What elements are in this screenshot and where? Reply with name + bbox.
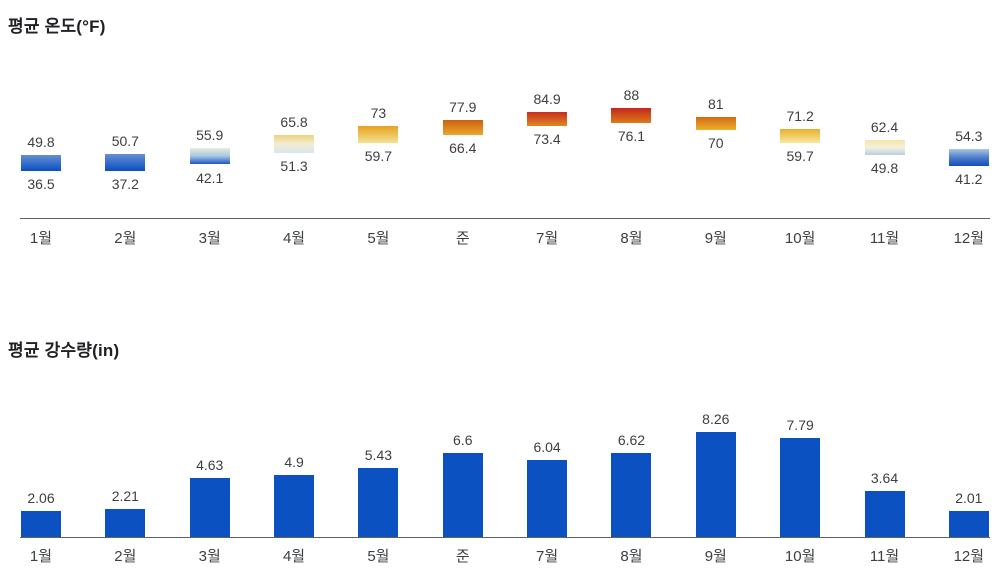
precip-bar — [611, 452, 652, 537]
precip-month-label: 10월 — [784, 548, 816, 565]
temp-low-value: 36.5 — [27, 176, 55, 193]
temp-range-bar — [358, 126, 399, 143]
temp-low-value: 37.2 — [111, 175, 139, 192]
temp-range-bar — [948, 149, 989, 166]
precip-value: 4.9 — [284, 453, 304, 470]
precip-month-label: 3월 — [198, 548, 221, 565]
temperature-chart-title: 평균 온도(°F) — [8, 17, 106, 36]
precip-month-label: 12월 — [953, 548, 985, 565]
precip-bar — [864, 490, 905, 537]
temp-low-value: 49.8 — [870, 160, 899, 177]
temp-low-value: 76.1 — [617, 127, 646, 144]
temp-low-value: 59.7 — [786, 147, 814, 164]
precip-month-label: 1월 — [29, 548, 53, 565]
precip-value: 7.79 — [786, 416, 814, 433]
temp-high-value: 84.9 — [533, 90, 561, 107]
precip-month-label: 11월 — [869, 548, 900, 565]
precip-value: 2.06 — [27, 489, 55, 506]
temp-low-value: 70 — [708, 135, 724, 152]
temp-month-label: 10월 — [784, 230, 816, 247]
temp-range-bar — [611, 108, 652, 123]
precip-month-label: 9월 — [704, 548, 727, 565]
temp-month-label: 1월 — [29, 230, 53, 247]
temp-month-label: 3월 — [198, 230, 221, 247]
precip-value: 8.26 — [702, 410, 730, 427]
temperature-axis-line — [20, 218, 990, 219]
temp-month-label: 12월 — [953, 230, 985, 247]
temp-month-label: 9월 — [704, 230, 727, 247]
precip-bar — [189, 478, 230, 537]
temp-month-label: 준 — [455, 230, 470, 247]
precip-value: 2.01 — [955, 490, 983, 507]
temp-month-label: 7월 — [536, 230, 559, 247]
precip-value: 4.63 — [196, 457, 224, 474]
temp-low-value: 41.2 — [955, 170, 983, 187]
temp-high-value: 77.9 — [449, 99, 477, 116]
temp-low-value: 66.4 — [449, 139, 477, 156]
precip-month-label: 7월 — [536, 548, 559, 565]
temp-high-value: 71.2 — [786, 107, 814, 124]
temp-low-value: 51.3 — [280, 158, 308, 175]
temp-high-value: 65.8 — [280, 114, 308, 131]
temp-high-value: 49.8 — [27, 134, 55, 151]
precip-value: 6.6 — [453, 432, 473, 449]
temp-low-value: 73.4 — [533, 130, 561, 147]
temp-range-bar — [189, 147, 230, 165]
precip-value: 5.43 — [364, 446, 393, 463]
temp-range-bar — [864, 139, 905, 156]
precip-month-label: 2월 — [114, 548, 137, 565]
temp-high-value: 54.3 — [955, 128, 983, 145]
temp-month-label: 11월 — [869, 230, 900, 247]
temp-range-bar — [442, 120, 483, 135]
precip-bar — [442, 453, 483, 537]
precip-bar — [948, 511, 989, 537]
temp-range-bar — [105, 153, 146, 171]
temp-high-value: 88 — [623, 87, 640, 104]
precip-bar — [358, 467, 399, 537]
precipitation-axis-line — [20, 537, 990, 538]
temp-high-value: 62.4 — [870, 118, 899, 135]
temp-range-bar — [527, 111, 568, 126]
precip-bar — [695, 431, 736, 537]
temp-month-label: 5월 — [367, 230, 390, 247]
temp-month-label: 4월 — [282, 230, 306, 247]
temp-range-bar — [780, 128, 821, 143]
precip-value: 3.64 — [870, 469, 899, 486]
precip-month-label: 8월 — [620, 548, 643, 565]
temp-month-label: 2월 — [114, 230, 137, 247]
precip-bar — [274, 474, 315, 537]
precipitation-chart-title: 평균 강수량(in) — [8, 341, 120, 360]
precip-month-label: 4월 — [282, 548, 306, 565]
precip-bar — [780, 437, 821, 537]
precip-month-label: 5월 — [367, 548, 390, 565]
temp-high-value: 50.7 — [111, 132, 139, 149]
temp-range-bar — [21, 155, 61, 172]
temp-range-bar — [274, 135, 315, 154]
temp-low-value: 42.1 — [196, 169, 224, 186]
precip-month-label: 준 — [455, 548, 470, 565]
precip-bar — [105, 508, 146, 537]
precip-bar — [527, 460, 568, 537]
temp-high-value: 81 — [708, 95, 724, 112]
temp-high-value: 73 — [370, 105, 387, 122]
temp-high-value: 55.9 — [196, 126, 224, 143]
precip-value: 6.04 — [533, 439, 561, 456]
precip-bar — [21, 510, 61, 537]
temp-low-value: 59.7 — [364, 147, 393, 164]
precip-value: 6.62 — [617, 431, 646, 448]
temp-range-bar — [695, 116, 736, 131]
precip-value: 2.21 — [111, 487, 139, 504]
temp-month-label: 8월 — [620, 230, 643, 247]
